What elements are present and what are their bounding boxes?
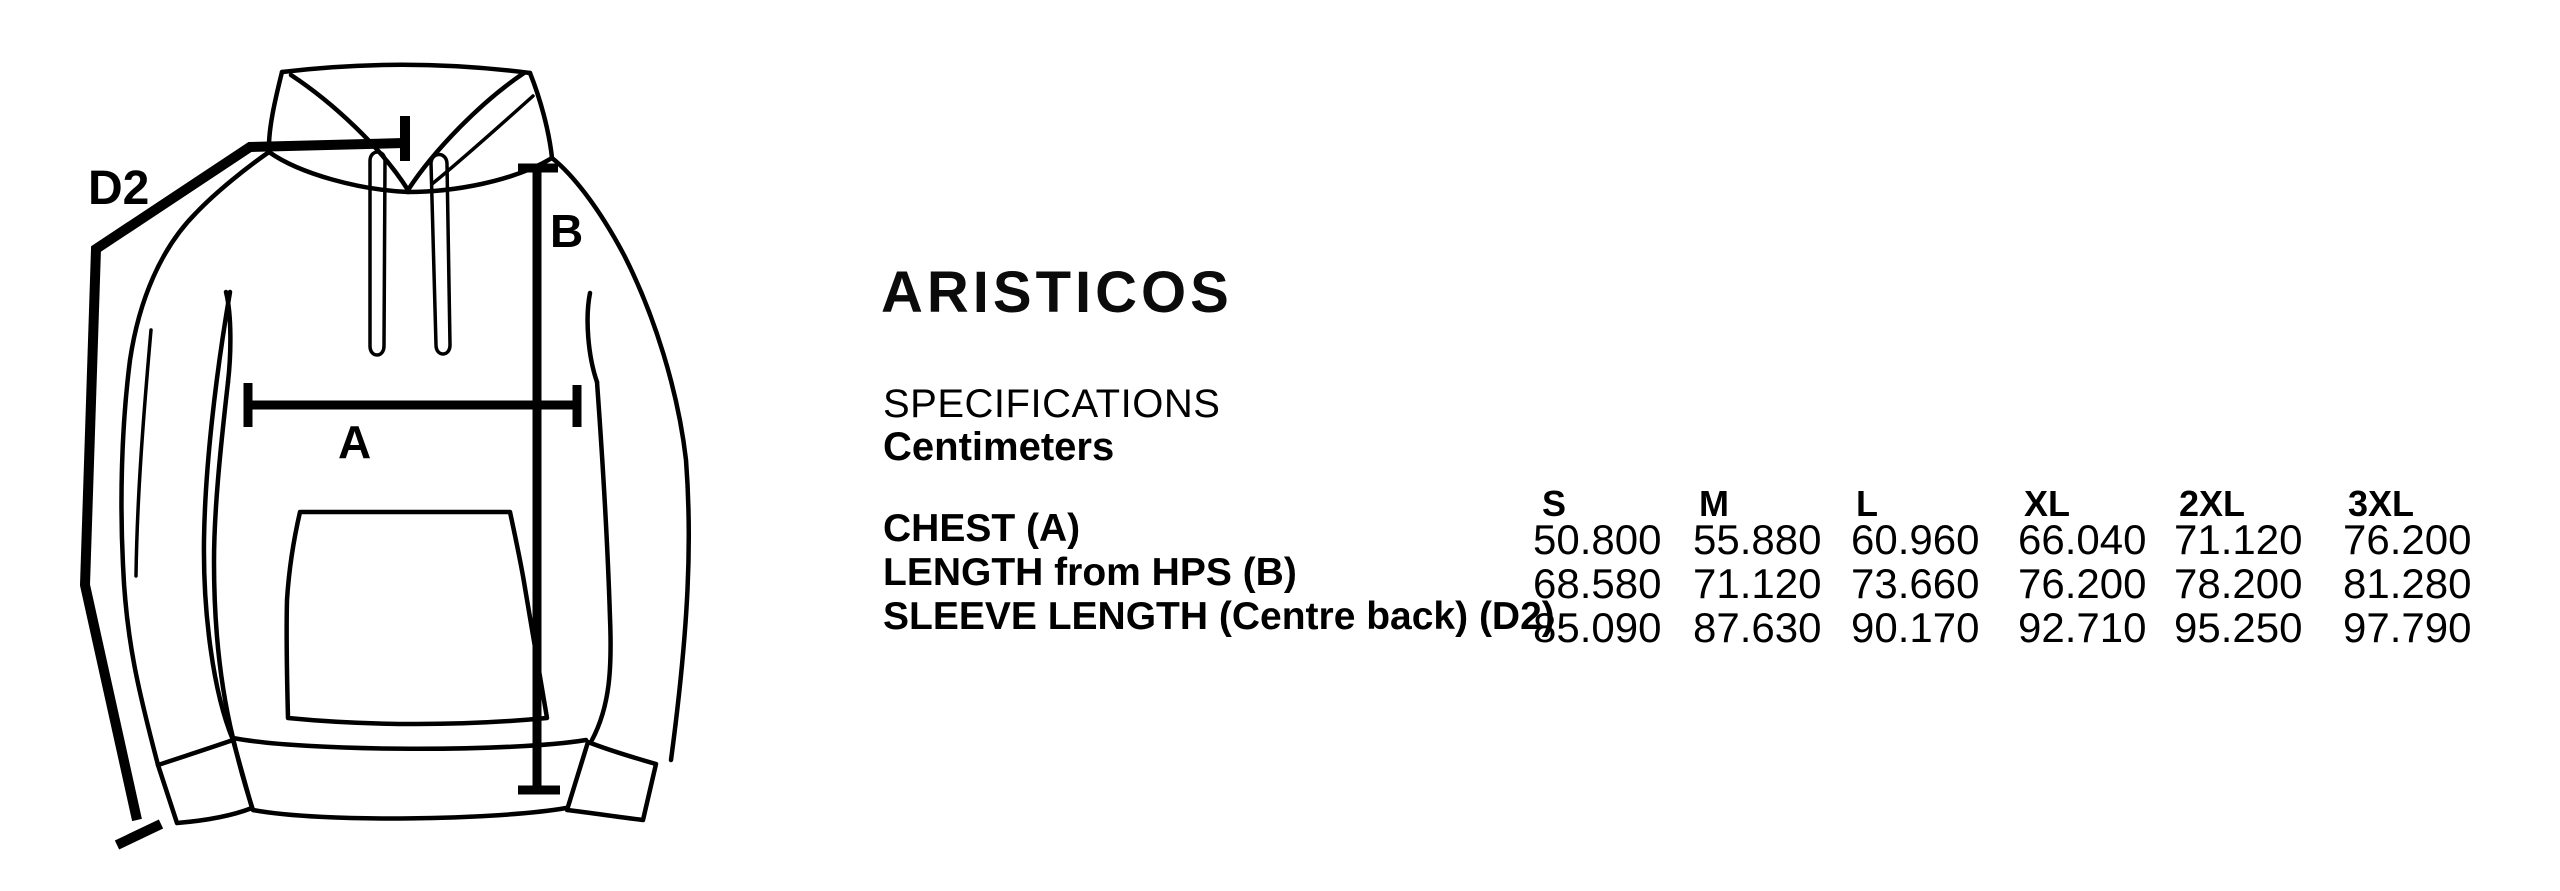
measure-line-d2 [79, 138, 405, 822]
neckline-left [266, 149, 411, 195]
bottom-hem [250, 805, 569, 821]
size-value: 78.200 [2174, 560, 2303, 607]
size-value: 71.120 [1693, 560, 1822, 607]
sleeve-seam-left [201, 289, 236, 743]
size-value: 85.090 [1533, 604, 1662, 651]
drawstring-left [368, 150, 387, 357]
size-value: 97.790 [2343, 604, 2472, 651]
armhole-seam-right [585, 290, 600, 385]
cuff-right [564, 739, 659, 823]
size-value: 90.170 [1851, 604, 1980, 651]
size-value: 95.250 [2174, 604, 2303, 651]
size-value: 55.880 [1693, 516, 1822, 563]
hood-fold-line [430, 94, 535, 186]
unit-label: Centimeters [883, 425, 1115, 469]
waistband-seam [230, 735, 589, 752]
hoodie-diagram: D2 B A [79, 62, 692, 850]
size-col-header-xl: XL [2024, 483, 2071, 524]
cuff-left [155, 737, 255, 826]
specifications-title: SPECIFICATIONS [883, 382, 1221, 426]
measurement-label-sleeve: SLEEVE LENGTH (Centre back) (D2) [883, 595, 1555, 638]
size-value: 68.580 [1533, 560, 1662, 607]
size-value: 73.660 [1851, 560, 1980, 607]
measure-d2-tick-bottom [114, 819, 164, 850]
body-side-right [589, 379, 613, 743]
hood-top-edge [279, 62, 533, 76]
size-value: 81.280 [2343, 560, 2472, 607]
size-value: 71.120 [2174, 516, 2303, 563]
size-value: 66.040 [2018, 516, 2147, 563]
size-col-header-m: M [1699, 483, 1729, 524]
size-value: 87.630 [1693, 604, 1822, 651]
size-value: 76.200 [2343, 516, 2472, 563]
size-col-header-2xl: 2XL [2179, 483, 2246, 524]
size-value: 92.710 [2018, 604, 2147, 651]
diagram-label-d2: D2 [88, 162, 149, 215]
size-col-header-s: S [1542, 483, 1567, 524]
hood-face-opening-right [405, 70, 527, 193]
body-side-left [211, 379, 236, 741]
measurement-label-length: LENGTH from HPS (B) [883, 551, 1297, 594]
sleeve-fold-left [134, 328, 153, 578]
diagram-label-b: B [550, 205, 583, 257]
size-value: 76.200 [2018, 560, 2147, 607]
hood-face-opening-left [288, 72, 411, 193]
size-value: 50.800 [1533, 516, 1662, 563]
diagram-label-a: A [338, 416, 371, 468]
size-col-header-3xl: 3XL [2348, 483, 2415, 524]
size-col-header-l: L [1856, 483, 1878, 524]
size-value: 60.960 [1851, 516, 1980, 563]
kangaroo-pocket [284, 509, 550, 727]
drawstring-right [429, 152, 452, 356]
brand-logo: ARISTICOS [881, 260, 1233, 325]
measurement-label-chest: CHEST (A) [883, 507, 1081, 550]
hood-right-and-sleeve-outline [527, 70, 692, 763]
